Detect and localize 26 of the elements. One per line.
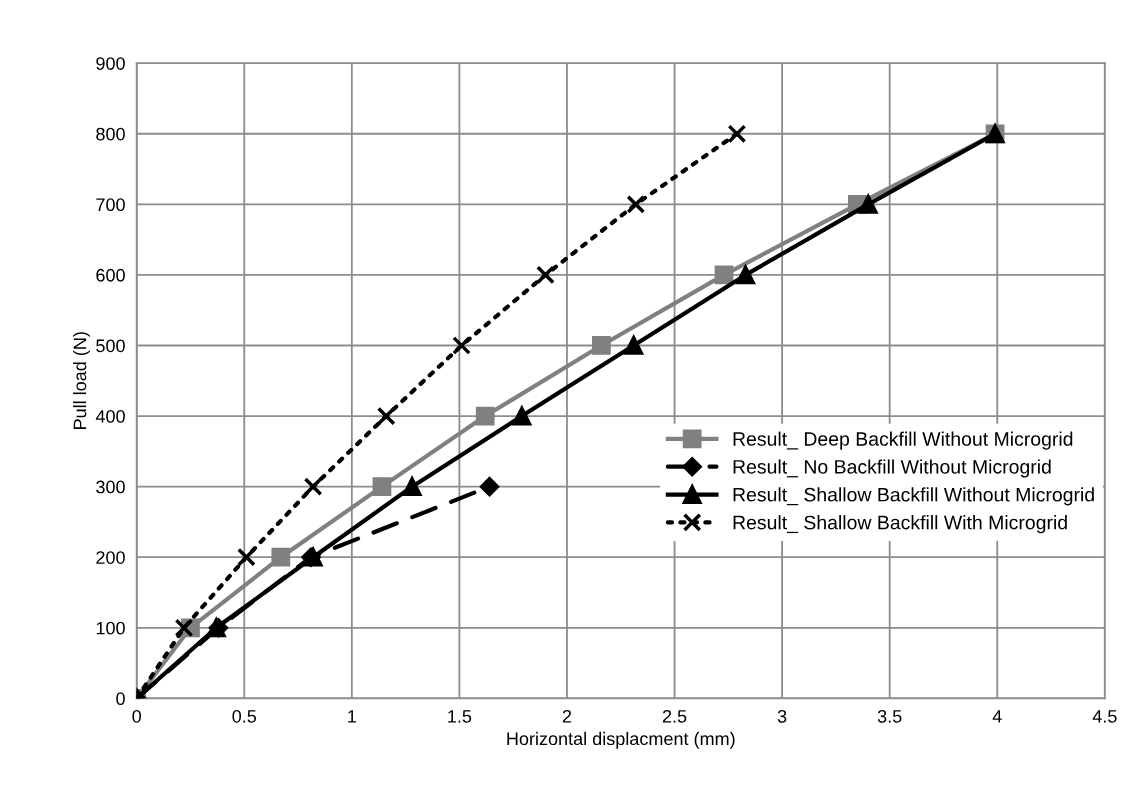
legend-label: Result_ Shallow Backfill Without Microgrid — [733, 487, 1094, 506]
legend-label: Result_ No Backfill Without Microgrid — [733, 459, 1051, 478]
x-tick-label: 3.5 — [877, 709, 902, 723]
x-tick-label: 0.5 — [232, 709, 257, 723]
y-tick-label: 300 — [96, 480, 125, 494]
x-tick-label: 2.5 — [662, 709, 687, 723]
y-tick-label: 700 — [96, 198, 125, 212]
y-tick-label: 100 — [96, 621, 125, 635]
y-tick-label: 500 — [96, 339, 125, 353]
x-tick-label: 2 — [562, 709, 572, 723]
y-tick-label: 900 — [96, 57, 125, 70]
x-axis-title: Horizontal displacment (mm) — [507, 731, 735, 749]
x-tick-label: 1 — [348, 710, 356, 723]
x-tick-label: 4.5 — [1092, 710, 1117, 723]
y-tick-label: 400 — [95, 410, 125, 423]
legend-label: Result_ Deep Backfill Without Microgrid — [733, 431, 1073, 450]
x-tick-label: 0 — [132, 709, 141, 723]
y-tick-label: 200 — [96, 551, 125, 564]
x-tick-label: 3 — [777, 709, 787, 723]
y-tick-label: 600 — [96, 268, 125, 282]
y-tick-label: 800 — [96, 127, 125, 141]
y-tick-label: 0 — [116, 692, 125, 706]
x-tick-label: 4 — [992, 710, 1002, 723]
y-axis-title: Pull load (N) — [73, 332, 90, 429]
x-tick-label: 1.5 — [448, 710, 472, 723]
legend-label: Result_ Shallow Backfill With Microgrid — [733, 515, 1067, 534]
